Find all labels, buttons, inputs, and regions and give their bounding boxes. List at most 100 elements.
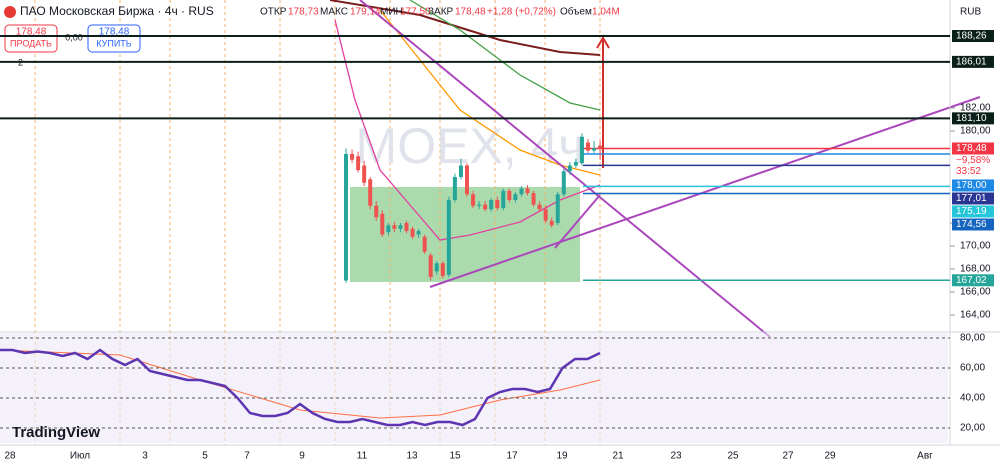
candle-body	[543, 209, 548, 221]
candle-body	[356, 156, 361, 171]
high-label: МАКС	[320, 7, 348, 18]
low-label: МИН	[380, 7, 403, 18]
price-tick-label: 182,00	[960, 103, 991, 114]
rsi-tick-label: 60,00	[960, 363, 985, 374]
level-badge	[952, 205, 994, 218]
candle-body	[374, 205, 379, 218]
date-label: 11	[357, 451, 368, 462]
open-label: ОТКР	[260, 7, 287, 18]
sell-label[interactable]: ПРОДАТЬ	[10, 38, 52, 48]
candle-body	[586, 142, 590, 151]
date-label: Авг	[917, 451, 933, 462]
level-label: 188,26	[956, 31, 987, 42]
candle-body	[416, 231, 421, 235]
price-tick-label: 164,00	[960, 310, 991, 321]
candle-body	[501, 190, 506, 209]
price-tick-label: 180,00	[960, 126, 991, 137]
candle-body	[422, 236, 427, 252]
level-badge	[952, 112, 994, 125]
date-label: 15	[449, 451, 461, 462]
candle-body	[495, 200, 500, 209]
level-label: 177,01	[956, 193, 987, 204]
candle-body	[452, 177, 457, 200]
level-label: 175,19	[956, 206, 987, 217]
volume: 1,04M	[592, 7, 620, 18]
rsi-tick-label: 20,00	[960, 423, 985, 434]
price-tick-label: 166,00	[960, 287, 991, 298]
candle-body	[555, 194, 560, 223]
rsi-tick-label: 80,00	[960, 333, 985, 344]
rsi-line	[0, 348, 601, 427]
candle-body	[344, 154, 348, 281]
close: 178,48	[455, 7, 486, 18]
high: 179,14	[350, 7, 381, 18]
volume-label: Объем	[560, 6, 592, 18]
date-label: 5	[202, 451, 208, 462]
sell-button[interactable]	[4, 24, 58, 53]
buy-button[interactable]	[87, 24, 141, 53]
candle-body	[477, 204, 482, 206]
buy-label[interactable]: КУПИТЬ	[96, 38, 131, 48]
candle-body	[573, 162, 578, 166]
date-label: Июл	[70, 451, 90, 462]
candle-body	[567, 165, 572, 172]
candle-body	[483, 204, 488, 210]
level-badge	[952, 192, 994, 205]
level-badge	[952, 30, 994, 43]
candle-body	[362, 165, 367, 183]
level-label: 174,56	[956, 219, 987, 230]
buy-price[interactable]: 178,48	[99, 27, 130, 38]
level-label: 181,10	[956, 113, 987, 124]
level-label: 186,01	[956, 57, 987, 68]
symbol-icon	[4, 6, 16, 18]
candle-body	[392, 225, 397, 229]
date-label: 7	[244, 451, 250, 462]
change: +1,28 (+0,72%)	[487, 7, 556, 18]
rsi-band	[0, 333, 948, 443]
date-label: 29	[824, 451, 836, 462]
price-tick-label: 168,00	[960, 264, 991, 275]
date-label: 17	[506, 451, 518, 462]
change-pct: −9,58%	[956, 155, 990, 166]
candle-body	[446, 200, 451, 275]
candle-body	[525, 188, 530, 194]
candle-body	[465, 165, 469, 195]
currency[interactable]: RUB	[960, 7, 981, 18]
level-badge	[952, 179, 994, 192]
level-badge	[952, 274, 994, 287]
candle-body	[537, 204, 542, 210]
candle-body	[579, 136, 584, 164]
candle-body	[386, 225, 391, 233]
candle-body	[398, 225, 403, 229]
logo: TradingView	[12, 424, 100, 441]
header: ПАО Московская Биржа · 4ч · RUS ОТКР 178…	[4, 4, 981, 441]
candle-body	[350, 154, 355, 160]
candle-body	[404, 223, 409, 232]
rsi-tick-label: 40,00	[960, 393, 985, 404]
low: 177,50	[400, 7, 431, 18]
date-label: 28	[4, 451, 16, 462]
level-label: 178,00	[956, 180, 987, 191]
candle-body	[368, 179, 373, 206]
date-label: 25	[727, 451, 739, 462]
price-tick-label: 170,00	[960, 241, 991, 252]
open: 178,73	[288, 7, 319, 18]
candle-body	[434, 263, 439, 272]
date-label: 9	[299, 451, 305, 462]
candle-body	[440, 263, 445, 276]
timer: 33:52	[956, 166, 981, 177]
watermark: MOEX, 4ч	[356, 118, 585, 174]
level-label: 167,02	[956, 275, 987, 286]
date-label: 23	[670, 451, 682, 462]
candle-body	[519, 188, 524, 195]
candle-body	[598, 145, 603, 149]
symbol: ПАО Московская Биржа · 4ч · RUS	[20, 4, 214, 18]
candle-body	[489, 200, 494, 210]
sell-price[interactable]: 178,48	[16, 27, 47, 38]
candle-body	[380, 213, 385, 235]
level-badge	[952, 218, 994, 231]
candle-body	[531, 193, 536, 205]
date-label: 21	[612, 451, 624, 462]
